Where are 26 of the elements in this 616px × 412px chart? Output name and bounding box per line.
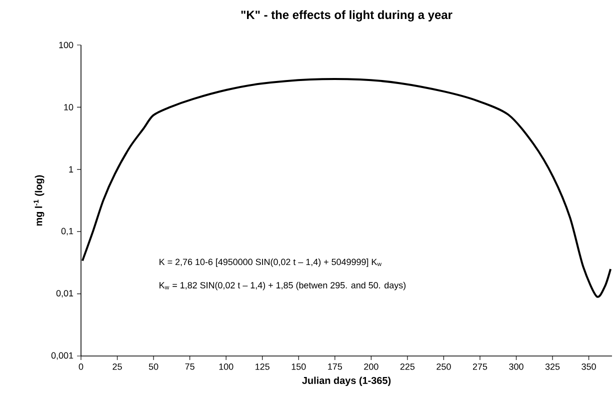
y-tick-label: 0,001: [51, 352, 74, 360]
x-tick-label: 275: [472, 363, 488, 370]
x-tick-label: 0: [78, 363, 84, 370]
x-axis-title: Julian days (1-365): [302, 376, 391, 386]
annotation: K = 2,76 10-6 [4950000 SIN(0,02 t – 1,4) + 5049999] K$_{w}$: [160, 258, 382, 267]
x-tick-label: 50: [148, 363, 158, 370]
x-tick-label: 300: [509, 363, 524, 370]
x-tick-label: 250: [436, 363, 451, 370]
x-tick-label: 150: [292, 363, 306, 370]
y-tick-label: 0,01: [56, 290, 74, 298]
annotation: K$_{w}$ = 1,82 SIN(0,02 t – 1,4) + 1,85 (betwen 295. and 50. days): [160, 282, 406, 290]
x-tick-label: 325: [545, 363, 560, 370]
x-tick-label: 175: [328, 363, 342, 370]
x-tick-label: 100: [219, 363, 234, 370]
y-tick-label: 0,1: [61, 228, 74, 236]
y-tick-label: 1: [69, 166, 74, 172]
x-tick-label: 25: [112, 363, 122, 370]
x-tick-label: 75: [185, 363, 194, 370]
y-tick-label: 100: [59, 42, 74, 48]
y-axis-title: mg l$^{-1}$ (log): [34, 175, 44, 226]
y-tick-label: 10: [64, 104, 74, 110]
x-tick-label: 125: [256, 363, 270, 370]
chart-title: "K" - the effects of light during a year: [241, 10, 452, 22]
x-tick-label: 350: [582, 363, 596, 370]
x-tick-label: 200: [364, 363, 378, 370]
x-tick-label: 225: [400, 363, 415, 370]
